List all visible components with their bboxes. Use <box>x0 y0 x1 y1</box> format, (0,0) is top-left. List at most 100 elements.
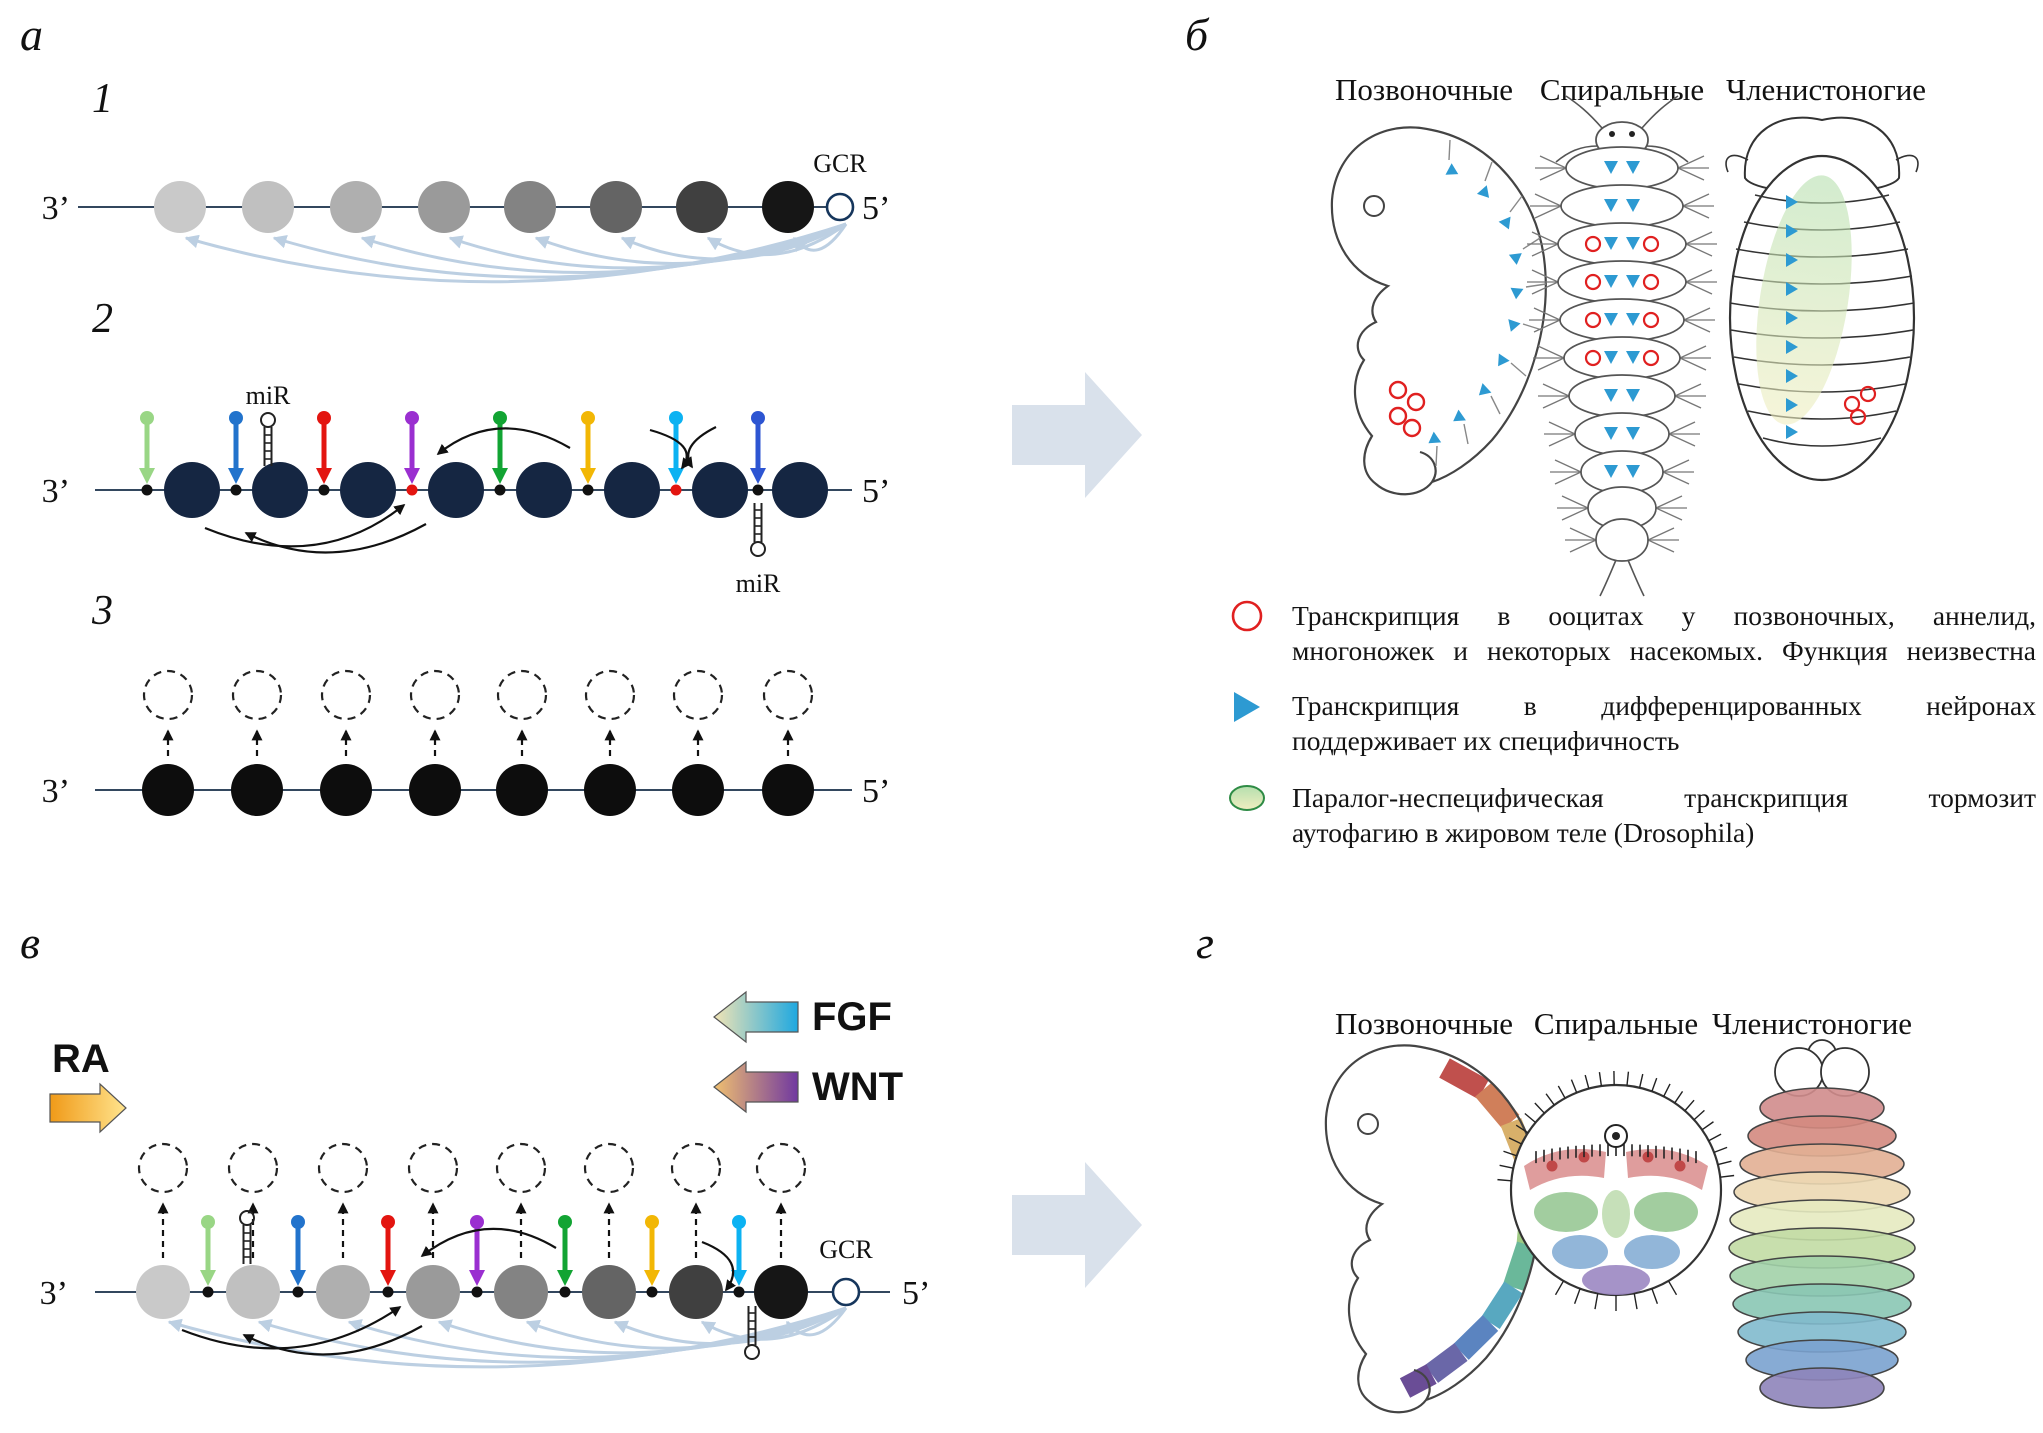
parapodia-bristle <box>1662 471 1690 485</box>
gcr-regulation-arc <box>792 223 848 253</box>
cilia-fringe <box>1557 1085 1566 1099</box>
signal-pin-head <box>669 411 683 425</box>
column-title-vertebrates: Позвоночные <box>1335 1006 1513 1041</box>
legend-oocyte-icon <box>1231 600 1263 632</box>
signal-pin-arrowhead <box>380 1270 396 1286</box>
oocyte-transcription-marker <box>1642 273 1660 291</box>
transcript-ghost-circle <box>317 1142 369 1194</box>
parapodia-bristle <box>1561 507 1589 521</box>
signal-pin-head <box>317 411 331 425</box>
parapodia-bristle <box>1534 193 1562 207</box>
intergenic-dot <box>582 484 594 496</box>
parapodia-bristle <box>1548 433 1576 447</box>
somite-hatch <box>1490 395 1501 415</box>
cilia-fringe <box>1720 1174 1735 1178</box>
cilia-fringe <box>1503 1150 1517 1157</box>
cilia-fringe <box>1717 1160 1732 1166</box>
parapodia-bristle <box>1531 243 1559 257</box>
spiralian-antenna <box>1645 145 1689 163</box>
signal-pin-head <box>291 1215 305 1229</box>
bottom-cilia-tuft <box>1554 1280 1565 1296</box>
neuron-transcription-marker <box>1626 351 1640 364</box>
neuron-transcription-marker <box>1604 465 1618 478</box>
interaction-arrow <box>420 1227 557 1258</box>
intergenic-dot <box>733 1286 745 1298</box>
legend-text-line: Транскрипция в дифференцированных нейрон… <box>1292 690 2036 721</box>
neuron-transcription-marker <box>1604 237 1618 250</box>
transcript-ghost-circle <box>495 1142 547 1194</box>
neuron-transcription-marker <box>1604 313 1618 326</box>
parapodia-bristle <box>1662 459 1690 473</box>
intergenic-dot <box>646 1286 658 1298</box>
spiralian-antenna <box>1565 95 1603 129</box>
hox-gene-circle <box>669 1265 723 1319</box>
parapodia-bristle <box>1537 345 1565 359</box>
column-title-vertebrates: Позвоночные <box>1335 72 1513 107</box>
parapodia-bristle <box>1679 357 1707 371</box>
hox-gene-circle <box>582 1265 636 1319</box>
gcr-regulation-arc <box>700 1306 847 1341</box>
expression-domain-green <box>1634 1192 1698 1232</box>
gcr-regulation-arc <box>785 1307 848 1337</box>
hox-gene-circle <box>672 764 724 816</box>
five-prime-label: 5’ <box>902 1275 930 1312</box>
wnt-signal-arrow <box>713 1060 799 1114</box>
transcript-ghost-circle <box>584 669 636 721</box>
legend-text-line: многоножек и некоторых насекомых. Функци… <box>1292 635 2036 666</box>
signal-pin-arrowhead <box>290 1270 306 1286</box>
interaction-arrow <box>181 1306 402 1350</box>
expression-domain-blue <box>1552 1235 1608 1269</box>
parapodia-bristle <box>1533 307 1561 321</box>
panel-b-label: б <box>1185 9 1210 60</box>
hox-gene-circle <box>320 764 372 816</box>
signal-pin-head <box>581 411 595 425</box>
somite-hatch <box>1509 195 1523 213</box>
underlay-layer <box>1399 1058 1542 1398</box>
mir-hairpin-icon <box>239 1210 255 1226</box>
bottom-cilia-tuft <box>1651 1288 1659 1304</box>
neuron-transcription-marker <box>1786 311 1798 325</box>
oocyte-transcription-marker <box>1402 418 1422 438</box>
somite-hatch <box>1522 323 1543 331</box>
gcr-regulation-arc <box>620 222 847 261</box>
neuron-transcription-marker <box>1453 409 1466 422</box>
interaction-arrow <box>649 428 693 470</box>
step-1-label: 1 <box>92 76 113 122</box>
neuron-transcription-marker <box>1510 287 1524 300</box>
parapodia-bristle <box>1655 495 1683 509</box>
hox-gene-circle <box>316 1265 370 1319</box>
legend-text-line: Транскрипция в ооцитах у позвоночных, ан… <box>1292 600 2036 631</box>
mir-label: miR <box>736 569 781 598</box>
hox-gene-circle <box>604 462 660 518</box>
cilia-fringe <box>1524 1112 1537 1124</box>
hox-expression-band-segment <box>1424 1343 1468 1383</box>
hox-gene-circle <box>340 462 396 518</box>
neuron-transcription-marker <box>1604 275 1618 288</box>
spiralian-eye <box>1612 1132 1620 1140</box>
intergenic-dot <box>318 484 330 496</box>
cilia-fringe <box>1534 1102 1545 1114</box>
oocyte-transcription-marker <box>1849 408 1867 426</box>
interaction-arrow <box>244 523 427 554</box>
cilia-fringe <box>1497 1178 1512 1182</box>
parapodia-bristle <box>1674 383 1702 397</box>
signal-pin-head <box>405 411 419 425</box>
vertebrate-embryo-outline <box>1324 1044 1541 1414</box>
arthropod-antenna <box>1725 154 1749 173</box>
mir-label: miR <box>246 381 291 410</box>
cilia-fringe <box>1570 1079 1578 1093</box>
transcript-ghost-circle <box>407 1142 459 1194</box>
gcr-circle <box>825 192 855 222</box>
hox-gene-circle <box>418 181 470 233</box>
cilia-fringe <box>1651 1077 1658 1092</box>
parapodia-bristle <box>1685 231 1713 245</box>
mir-hairpin-icon <box>744 1344 760 1360</box>
neuron-transcription-marker <box>1626 313 1640 326</box>
neuron-transcription-marker <box>1786 195 1798 209</box>
neuron-transcription-marker <box>1445 163 1459 175</box>
arthropod-segment-line <box>1738 383 1906 393</box>
hox-gene-circle <box>406 1265 460 1319</box>
neuron-transcription-marker <box>1626 427 1640 440</box>
three-prime-label: 3’ <box>40 1275 68 1312</box>
parapodia-bristle <box>1683 319 1711 333</box>
